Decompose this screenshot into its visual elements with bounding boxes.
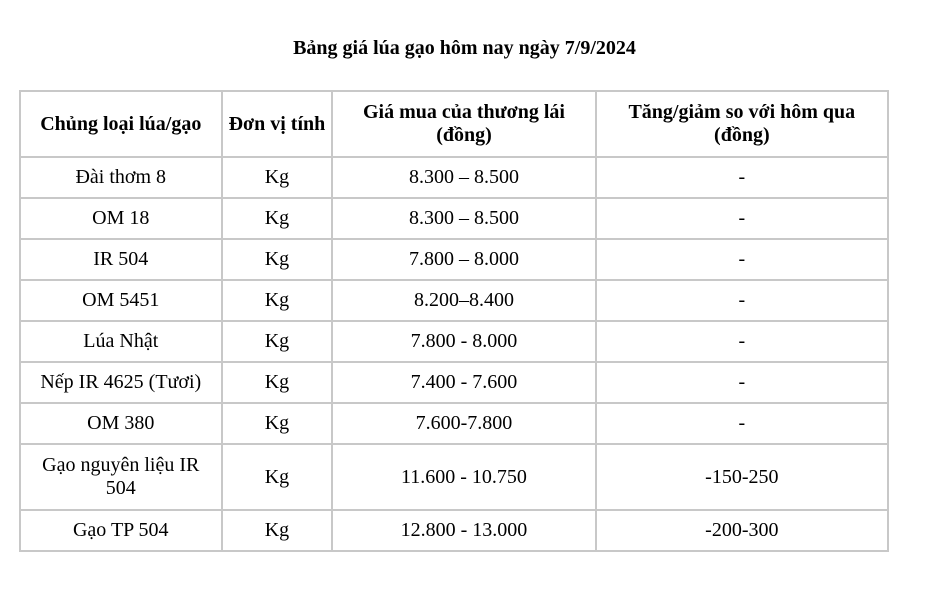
table-row: Lúa Nhật Kg 7.800 - 8.000-	[19, 320, 890, 363]
cell-type: OM 380	[19, 402, 223, 445]
cell-price: 8.300 – 8.500	[331, 197, 597, 240]
table-row: OM 380 Kg 7.600-7.800-	[19, 402, 890, 445]
cell-unit: Kg	[220, 238, 334, 281]
page-title: Bảng giá lúa gạo hôm nay ngày 7/9/2024	[293, 37, 636, 59]
cell-type: Lúa Nhật	[19, 320, 223, 363]
table-row: Gạo nguyên liệu IR 504 Kg 11.600 - 10.750-…	[19, 443, 890, 511]
table-row: Gạo TP 504 Kg 12.800 - 13.000 -200-300	[19, 509, 890, 552]
cell-unit: Kg	[220, 156, 334, 199]
cell-type: Nếp IR 4625 (Tươi)	[19, 361, 223, 404]
cell-unit: Kg	[220, 402, 334, 445]
cell-unit: Kg	[220, 197, 334, 240]
table-header-row: Chủng loại lúa/gạo Đơn vị tính Giá mua c…	[19, 90, 890, 158]
cell-unit: Kg	[220, 443, 334, 511]
cell-price: 7.800 – 8.000	[331, 238, 597, 281]
cell-change: -	[594, 361, 890, 404]
table-row: OM 18 Kg 8.300 – 8.500-	[19, 197, 890, 240]
cell-change: -150-250	[594, 443, 890, 511]
cell-type: Gạo TP 504	[19, 509, 223, 552]
cell-price: 12.800 - 13.000	[331, 509, 597, 552]
table-row: IR 504 Kg 7.800 – 8.000-	[19, 238, 890, 281]
cell-type: OM 18	[19, 197, 223, 240]
cell-change: -	[594, 156, 890, 199]
table-row: OM 5451 Kg 8.200–8.400-	[19, 279, 890, 322]
cell-type: Gạo nguyên liệu IR 504	[19, 443, 223, 511]
header-change: Tăng/giảm so với hôm qua (đồng)	[594, 90, 890, 158]
header-unit: Đơn vị tính	[220, 90, 334, 158]
cell-price: 7.400 - 7.600	[331, 361, 597, 404]
cell-price: 7.600-7.800	[331, 402, 597, 445]
cell-price: 8.300 – 8.500	[331, 156, 597, 199]
table-row: Đài thơm 8 Kg 8.300 – 8.500-	[19, 156, 890, 199]
cell-change: -	[594, 402, 890, 445]
rice-price-table: Chủng loại lúa/gạo Đơn vị tính Giá mua c…	[19, 90, 890, 552]
cell-price: 11.600 - 10.750	[331, 443, 597, 511]
cell-change: -	[594, 279, 890, 322]
cell-change: -	[594, 320, 890, 363]
header-price: Giá mua của thương lái (đồng)	[331, 90, 597, 158]
cell-change: -	[594, 197, 890, 240]
cell-change: -	[594, 238, 890, 281]
cell-change: -200-300	[594, 509, 890, 552]
cell-type: IR 504	[19, 238, 223, 281]
cell-type: OM 5451	[19, 279, 223, 322]
cell-unit: Kg	[220, 361, 334, 404]
cell-price: 8.200–8.400	[331, 279, 597, 322]
cell-unit: Kg	[220, 509, 334, 552]
cell-type: Đài thơm 8	[19, 156, 223, 199]
cell-unit: Kg	[220, 320, 334, 363]
cell-price: 7.800 - 8.000	[331, 320, 597, 363]
cell-unit: Kg	[220, 279, 334, 322]
table-row: Nếp IR 4625 (Tươi) Kg 7.400 - 7.600-	[19, 361, 890, 404]
header-type: Chủng loại lúa/gạo	[19, 90, 223, 158]
